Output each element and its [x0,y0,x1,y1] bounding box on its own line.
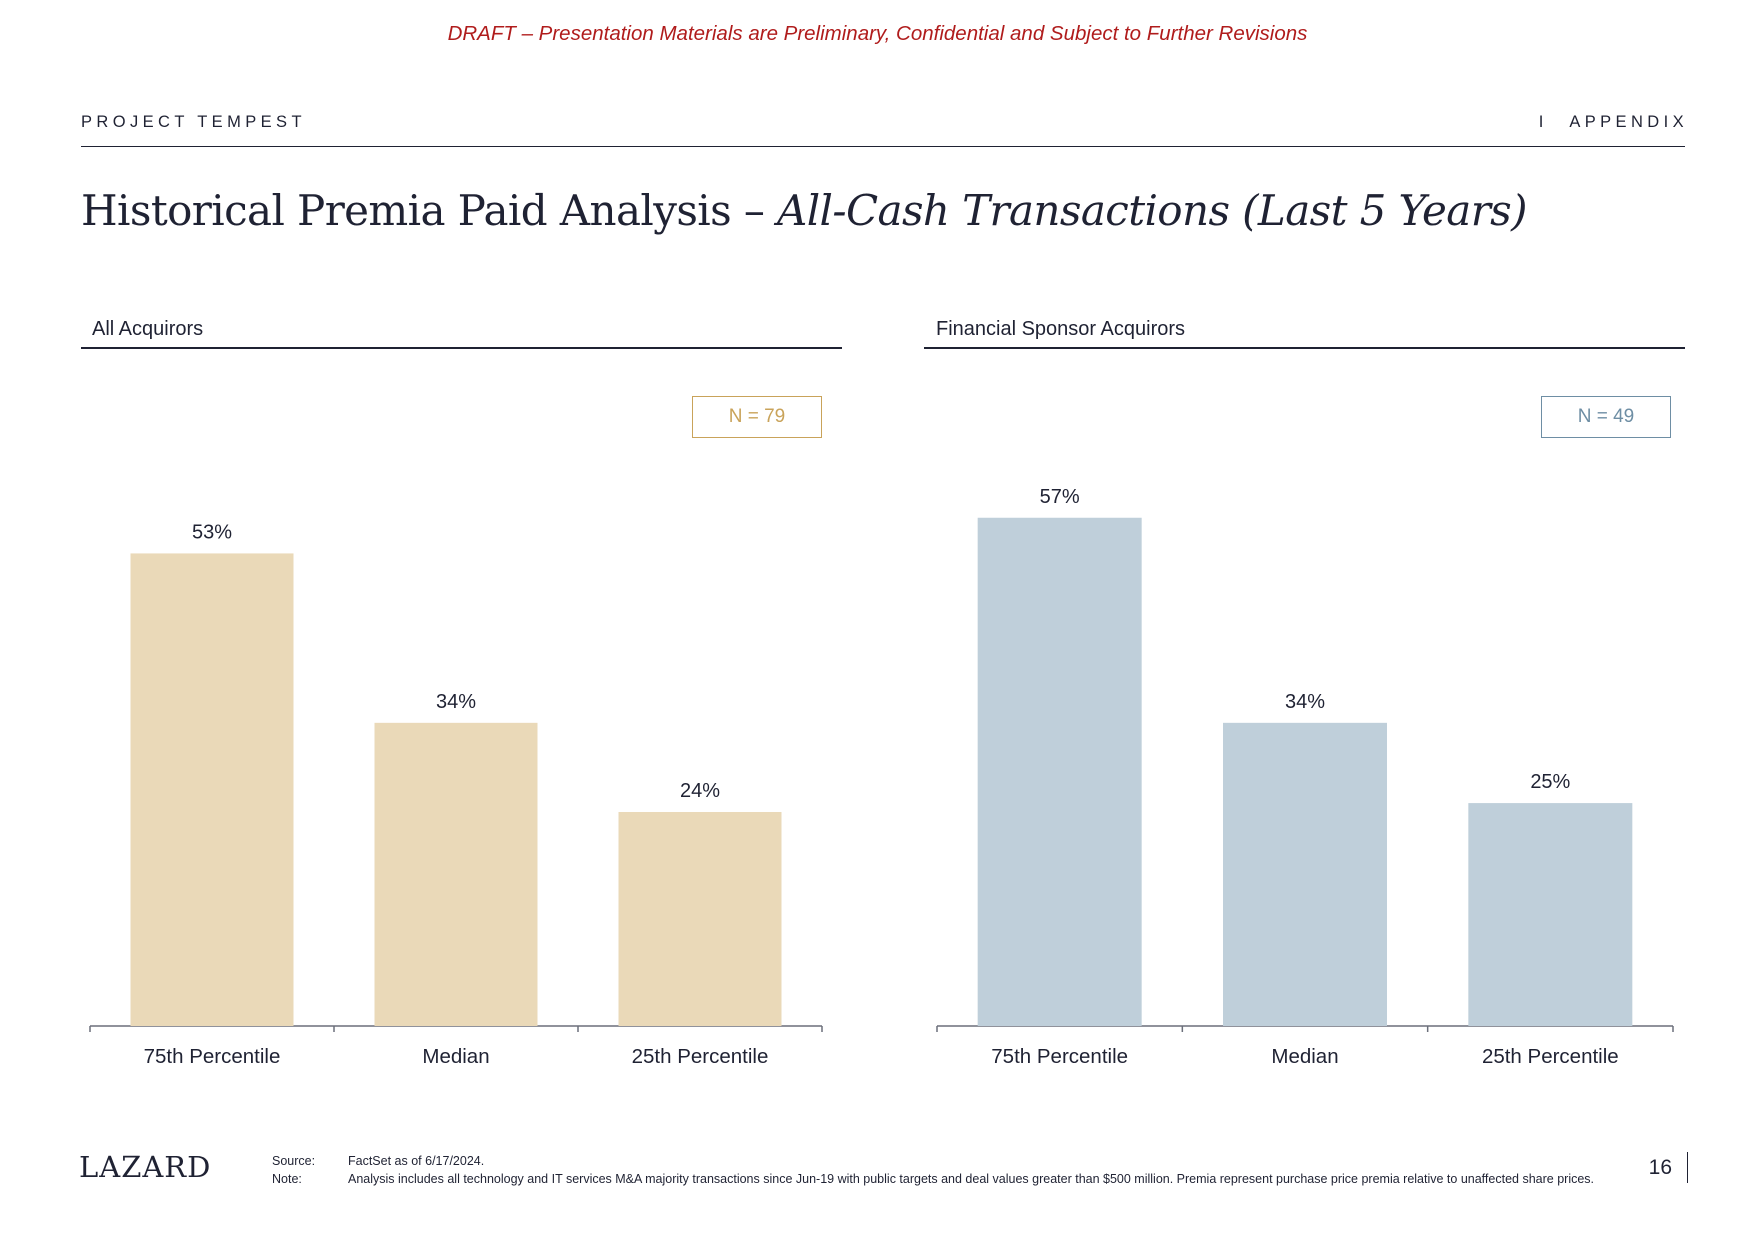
data-label: 24% [680,780,720,802]
category-label: 25th Percentile [632,1045,769,1068]
category-label: Median [1271,1045,1338,1068]
bar-financial-sponsor-1 [977,517,1142,1026]
header-rule [81,146,1685,147]
data-label: 34% [1285,691,1325,713]
panel-title-all-acquirors: All Acquirors [92,318,204,340]
page-title-italic: All-Cash Transactions (Last 5 Years) [776,186,1528,235]
draft-banner: DRAFT – Presentation Materials are Preli… [447,22,1308,45]
panel-rule-financial-sponsor [924,347,1685,349]
note-label: Note: [272,1172,302,1186]
source-text: FactSet as of 6/17/2024. [348,1154,485,1168]
panel-title-financial-sponsor: Financial Sponsor Acquirors [936,318,1186,340]
note-text: Analysis includes all technology and IT … [348,1172,1595,1186]
bar-financial-sponsor-3 [1468,803,1633,1026]
category-label: 75th Percentile [991,1045,1128,1068]
section-header: I APPENDIX [1539,113,1688,132]
source-label: Source: [272,1154,316,1168]
data-label: 34% [436,691,476,713]
category-label: Median [422,1045,489,1068]
page-title-main: Historical Premia Paid Analysis – [81,186,777,235]
lazard-logo: LAZARD [79,1150,212,1184]
n-count-all-acquirors: N = 79 [692,396,822,438]
n-count-financial-sponsor: N = 49 [1541,396,1671,438]
page-number: 16 [1648,1156,1672,1179]
panel-rule-all-acquirors [81,347,842,349]
category-label: 75th Percentile [144,1045,281,1068]
page-title: Historical Premia Paid Analysis – All-Ca… [81,186,1528,235]
page-number-divider [1687,1152,1688,1183]
bar-financial-sponsor-2 [1223,722,1387,1026]
category-label: 25th Percentile [1482,1045,1619,1068]
bar-all-acquirors-3 [618,812,782,1026]
section-separator: I [1538,113,1544,131]
bar-all-acquirors-2 [374,722,538,1026]
data-label: 57% [1040,486,1080,508]
bar-all-acquirors-1 [130,553,294,1026]
section-name: APPENDIX [1569,113,1688,131]
project-name: PROJECT TEMPEST [81,113,306,131]
data-label: 53% [192,521,232,543]
data-label: 25% [1530,771,1570,793]
